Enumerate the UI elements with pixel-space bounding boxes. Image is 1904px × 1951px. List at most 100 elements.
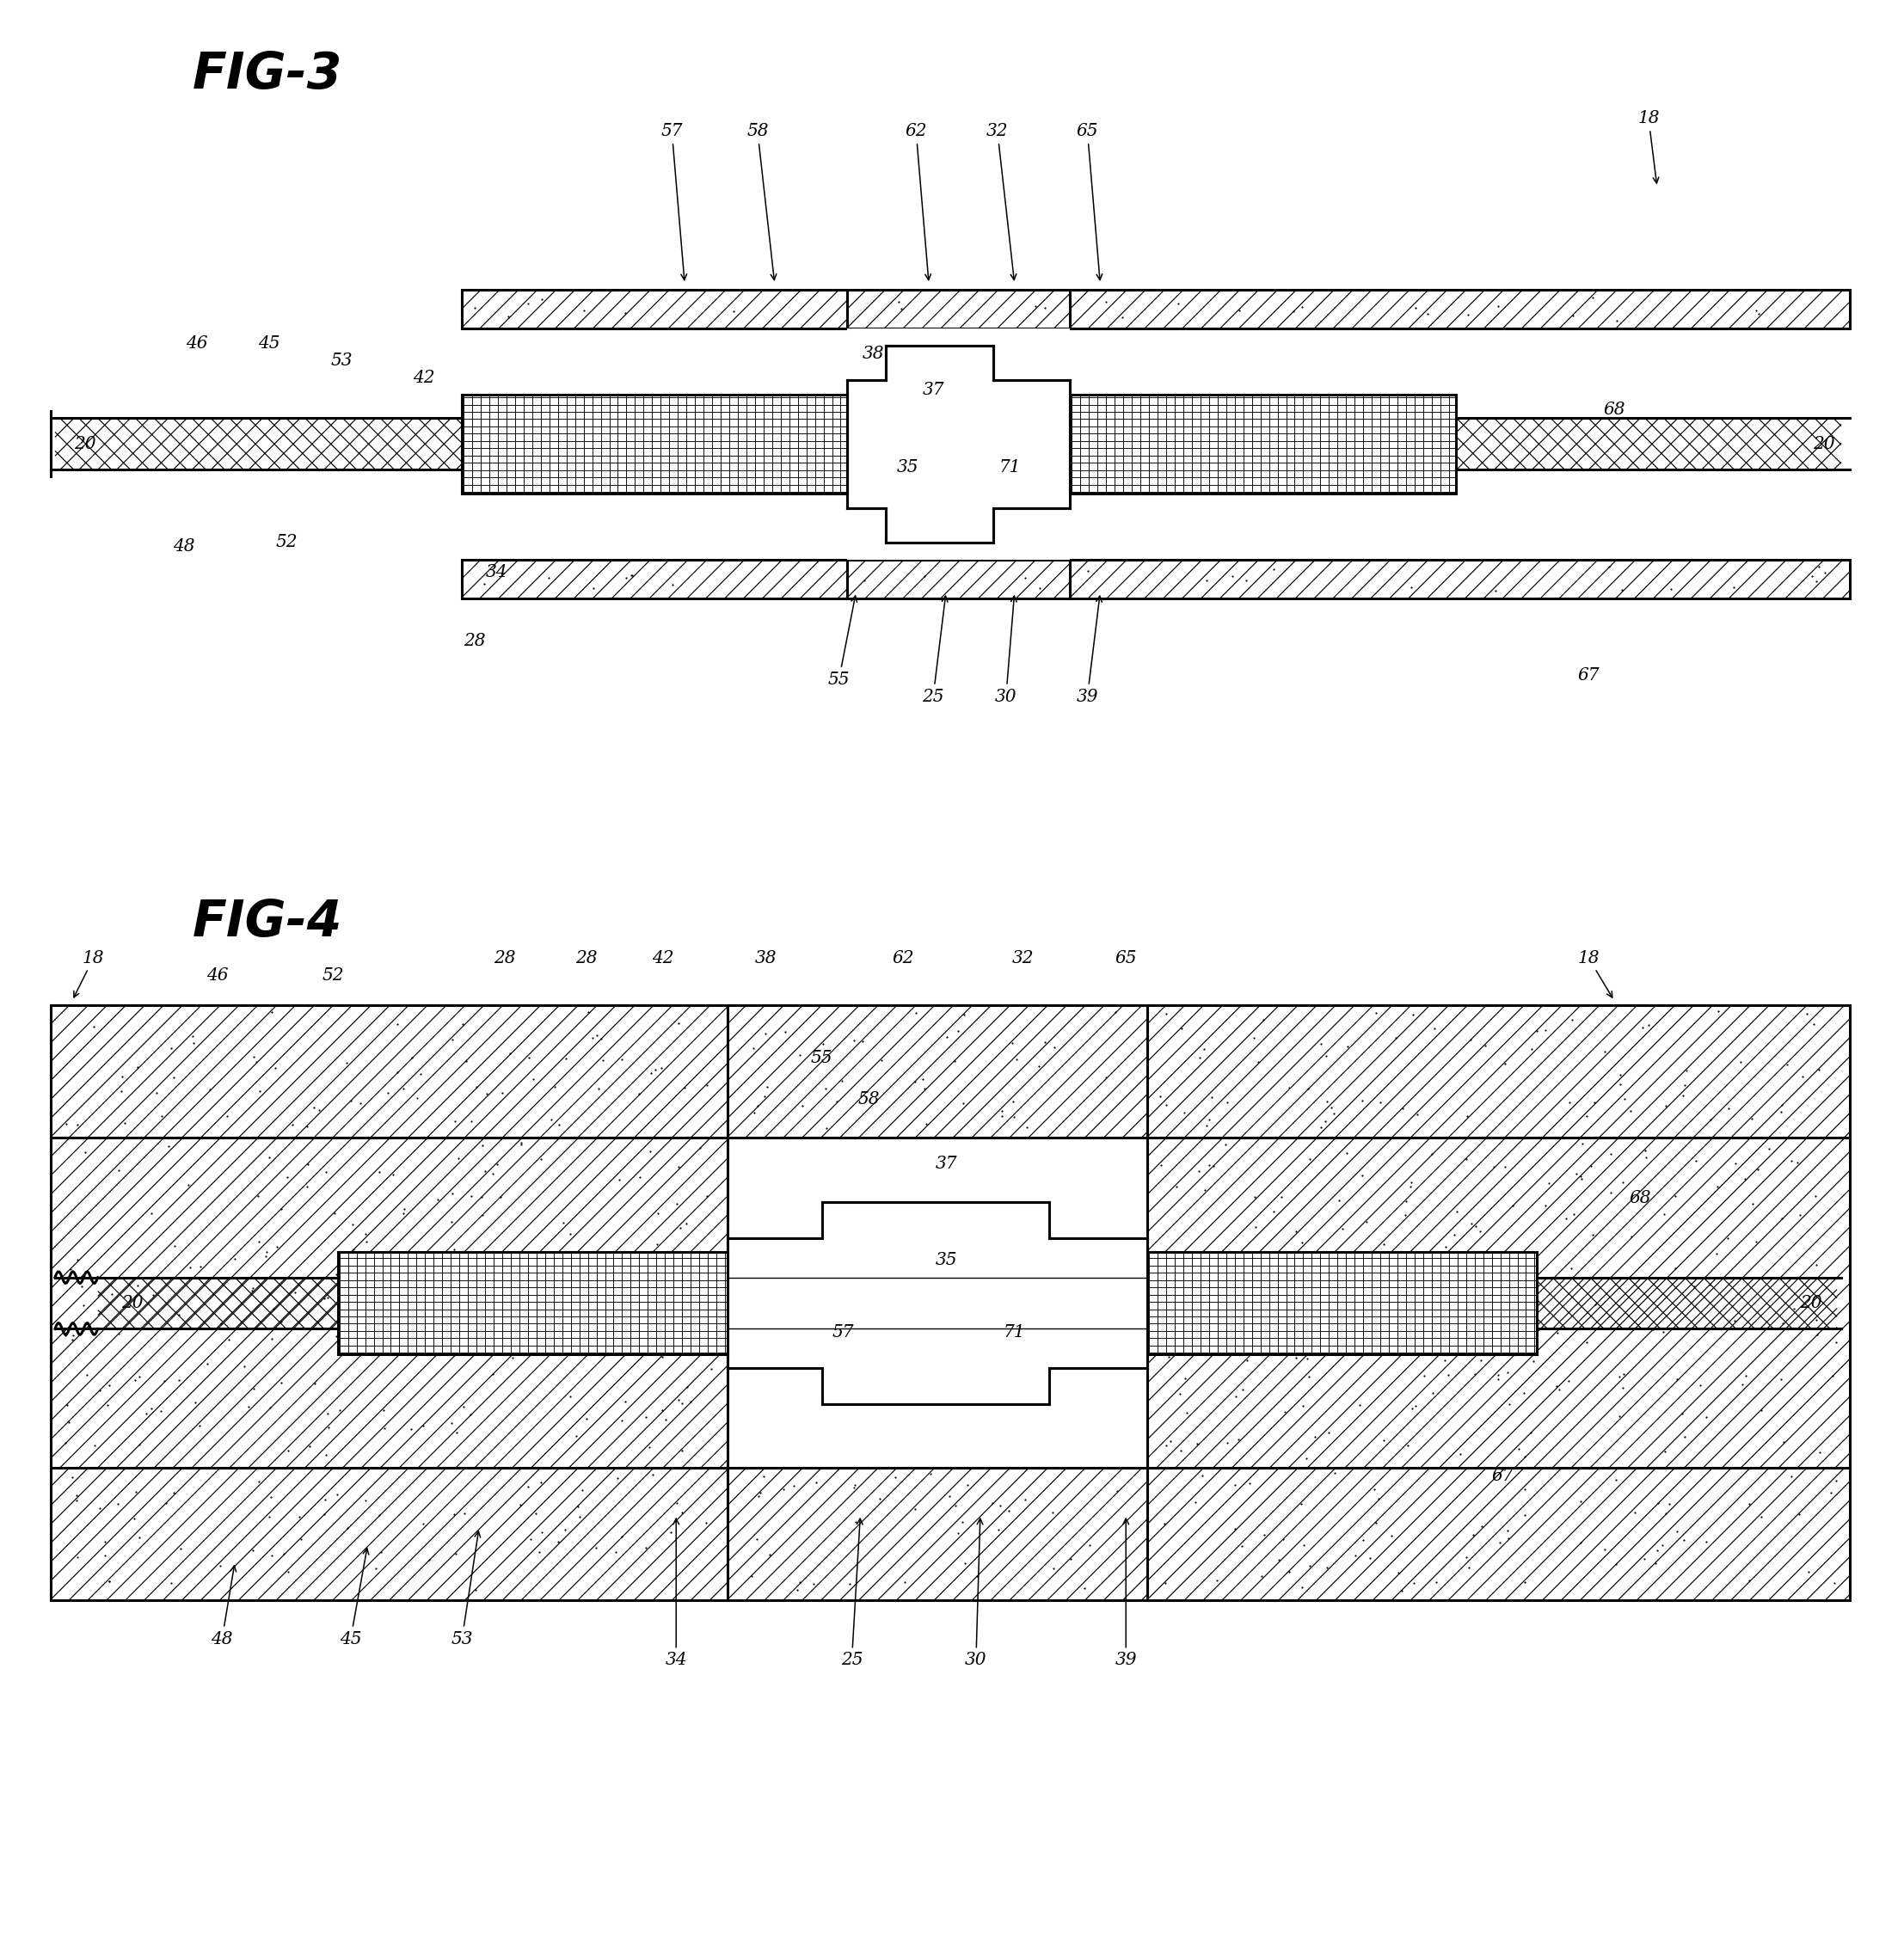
Point [1695, 1268, 1725, 1299]
Point [272, 1161, 303, 1192]
Point [320, 1198, 350, 1229]
Point [1188, 1459, 1219, 1491]
Point [946, 1506, 977, 1537]
Point [1668, 1526, 1698, 1557]
Point [402, 1264, 432, 1295]
Point [948, 1089, 979, 1120]
Point [1398, 1393, 1428, 1424]
Point [984, 1491, 1015, 1522]
Point [436, 1206, 466, 1237]
Point [388, 1198, 419, 1229]
Text: 37: 37 [922, 382, 944, 398]
Point [472, 1079, 503, 1110]
Point [122, 1052, 152, 1083]
Text: 46: 46 [185, 336, 208, 351]
Point [1483, 1360, 1514, 1391]
Point [493, 300, 524, 332]
Point [550, 1514, 581, 1545]
Point [1182, 1428, 1213, 1459]
Point [607, 1405, 638, 1436]
Point [185, 1411, 215, 1442]
Point [1580, 1290, 1611, 1321]
Point [526, 1143, 556, 1175]
Point [1719, 1305, 1750, 1336]
Point [1702, 1171, 1733, 1202]
Point [588, 1044, 619, 1075]
Point [657, 570, 687, 601]
Point [1727, 1368, 1757, 1399]
Point [1091, 285, 1121, 316]
Point [661, 1188, 691, 1219]
Point [802, 1467, 832, 1498]
Point [1211, 1087, 1241, 1118]
Point [1101, 997, 1131, 1028]
Point [546, 1307, 577, 1338]
Point [1167, 1013, 1198, 1044]
Point [423, 1184, 453, 1215]
Point [1485, 1528, 1516, 1559]
Point [529, 1311, 560, 1342]
Point [1074, 1530, 1104, 1561]
Point [421, 1239, 451, 1270]
Point [322, 1479, 352, 1510]
Point [617, 560, 647, 591]
Point [1767, 1096, 1797, 1128]
Point [1377, 1274, 1407, 1305]
Text: 45: 45 [339, 1549, 369, 1647]
Point [952, 1469, 982, 1500]
Point [228, 1350, 259, 1381]
Point [1559, 1198, 1590, 1229]
Point [1746, 1395, 1776, 1426]
Point [506, 1130, 537, 1161]
Point [1464, 1215, 1495, 1247]
Point [310, 1440, 341, 1471]
Point [691, 1069, 722, 1100]
Point [1333, 1030, 1363, 1061]
Point [1200, 1299, 1230, 1331]
Point [367, 1395, 398, 1426]
Point [889, 1567, 920, 1598]
Point [267, 1305, 297, 1336]
Point [1165, 1379, 1196, 1411]
Point [352, 1225, 383, 1256]
Point [1299, 1420, 1329, 1452]
Point [461, 1574, 491, 1606]
Point [103, 1317, 133, 1348]
Point [497, 1342, 527, 1374]
Point [284, 1500, 314, 1532]
Point [647, 1395, 678, 1426]
Point [1533, 1167, 1563, 1198]
Point [769, 1473, 800, 1504]
Point [1287, 291, 1318, 322]
Point [685, 1132, 716, 1163]
Point [505, 1489, 535, 1520]
Point [664, 1212, 695, 1243]
Point [1238, 1022, 1268, 1054]
Point [1578, 1087, 1609, 1118]
Point [459, 293, 489, 324]
Point [1152, 1089, 1182, 1120]
Point [1746, 1500, 1776, 1532]
Point [604, 1163, 634, 1194]
Point [609, 1387, 640, 1418]
Text: 30: 30 [996, 595, 1017, 704]
Point [470, 1155, 501, 1186]
Point [1055, 1543, 1085, 1574]
Bar [1070, 560, 1851, 599]
Point [1801, 1249, 1832, 1280]
Point [440, 1106, 470, 1137]
Point [1198, 1151, 1228, 1182]
Point [798, 1569, 828, 1600]
Point [741, 1524, 771, 1555]
Point [345, 1087, 375, 1118]
Point [1504, 1434, 1535, 1465]
Point [564, 1500, 594, 1532]
Point [1169, 1096, 1200, 1128]
Point [1601, 304, 1632, 336]
Point [310, 1157, 341, 1188]
Bar [727, 1137, 1148, 1467]
Point [1388, 1093, 1418, 1124]
Point [109, 1108, 139, 1139]
Point [1314, 1416, 1344, 1448]
Point [1691, 1401, 1721, 1432]
